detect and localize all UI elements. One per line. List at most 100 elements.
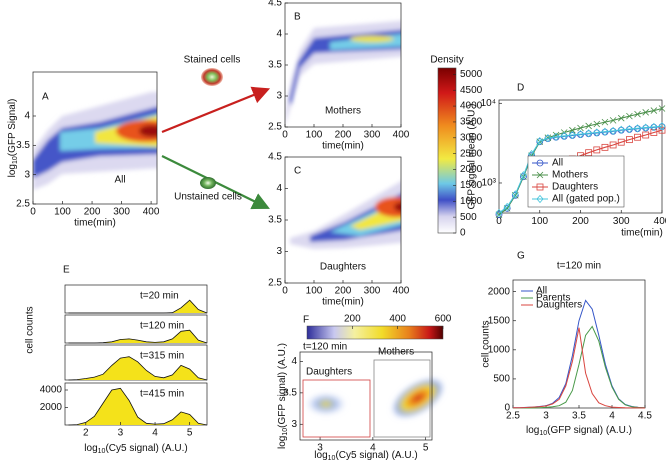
gate-mothers xyxy=(373,359,431,438)
marker xyxy=(495,208,503,218)
marker xyxy=(536,183,544,191)
colorbar-tick-label: 200 xyxy=(344,314,361,325)
x-tick-label: 100 xyxy=(54,207,71,218)
marker xyxy=(593,120,601,128)
marker xyxy=(634,133,641,141)
panel-label: F xyxy=(303,315,309,326)
x-tick-label: 200 xyxy=(335,286,352,297)
y-tick-label: 2000 xyxy=(40,402,63,413)
x-tick-label: 4 xyxy=(152,428,158,439)
marker xyxy=(585,129,593,138)
x-tick-label: 400 xyxy=(393,286,410,297)
y-tick-label: 3 xyxy=(24,169,30,180)
gate-daughters xyxy=(302,379,371,438)
y-tick-label: 4.5 xyxy=(268,152,282,163)
marker xyxy=(658,105,666,112)
arrow-stained xyxy=(161,86,271,134)
marker xyxy=(601,143,609,151)
x-tick-label: 200 xyxy=(335,130,352,141)
y-tick-label: 2.5 xyxy=(268,278,282,289)
annotation: Stained cells xyxy=(184,55,241,66)
y-axis-label-part: log xyxy=(277,436,288,449)
marker xyxy=(617,125,625,134)
x-tick-label: 0 xyxy=(30,207,36,218)
legend-label: All (gated pop.) xyxy=(552,194,620,205)
colorbar-tick-label: 4000 xyxy=(460,101,483,112)
marker xyxy=(617,114,625,122)
marker xyxy=(626,136,633,144)
annotation: Mothers xyxy=(325,106,361,117)
colorbar xyxy=(437,67,457,234)
marker xyxy=(601,127,609,136)
y-tick-label: 1500 xyxy=(488,315,511,326)
heatmap-b xyxy=(285,20,401,126)
panel-label: A xyxy=(42,92,49,103)
colorbar-tick-label: 3500 xyxy=(460,117,483,128)
x-axis-label-part: (Cy5 signal) (A.U.) xyxy=(105,443,187,454)
x-tick-label: 100 xyxy=(306,130,323,141)
x-tick-label: 300 xyxy=(613,216,630,227)
cell-icon-stained xyxy=(201,68,223,86)
y-axis-label-part: 10 xyxy=(282,428,289,436)
y-tick-label: 4 xyxy=(24,111,30,122)
y-tick-label: 4 xyxy=(276,183,282,194)
x-tick-label: 200 xyxy=(572,216,589,227)
y-axis-label-part: (GFP Signal) xyxy=(7,99,18,157)
x-tick-label: 300 xyxy=(113,207,130,218)
x-tick-label: 4 xyxy=(370,442,376,453)
marker xyxy=(503,202,511,212)
x-tick-label: 2 xyxy=(83,428,89,439)
y-axis-label: cell counts xyxy=(25,306,36,353)
marker xyxy=(626,112,633,120)
marker xyxy=(650,129,658,136)
heatmap-c xyxy=(290,181,401,249)
panel-label: D xyxy=(517,83,524,94)
panel-title: t=415 min xyxy=(140,389,184,400)
x-tick-label: 2.5 xyxy=(506,410,520,421)
x-axis-label-part: log xyxy=(314,450,327,460)
y-tick-label: 3.5 xyxy=(283,387,297,398)
x-tick-label: 3 xyxy=(118,428,124,439)
colorbar-tick-label: 1500 xyxy=(460,180,483,191)
x-axis-label: time(min) xyxy=(322,297,364,308)
panel-label: C xyxy=(294,166,301,177)
y-tick-label: 2.5 xyxy=(268,122,282,133)
y-tick-label: 500 xyxy=(493,374,510,385)
x-tick-label: 4 xyxy=(609,410,615,421)
legend-label: Parents xyxy=(536,293,570,304)
colorbar-tick-label: 4500 xyxy=(460,85,483,96)
marker xyxy=(650,107,658,114)
panel-label: E xyxy=(63,265,70,276)
x-tick-label: 400 xyxy=(654,216,666,227)
area-outline xyxy=(68,299,208,314)
marker xyxy=(658,122,666,131)
marker xyxy=(642,109,649,116)
cell-icon-unstained xyxy=(200,177,216,189)
marker xyxy=(634,110,641,118)
y-tick-label: 0 xyxy=(504,403,510,414)
y-axis-label: log10(GFP signal) (A.U.) xyxy=(277,343,290,449)
marker xyxy=(536,137,544,146)
legend-label: All xyxy=(552,158,563,169)
legend-label: Mothers xyxy=(552,170,588,181)
annotation: Daughters xyxy=(320,262,366,273)
marker xyxy=(503,204,511,212)
y-tick-label: 10⁴ xyxy=(481,98,496,109)
x-tick-label: 0 xyxy=(282,130,288,141)
x-tick-label: 3.5 xyxy=(572,410,586,421)
plot-frame xyxy=(32,71,158,205)
marker xyxy=(585,122,592,130)
marker xyxy=(585,149,593,157)
area-fill xyxy=(68,388,207,425)
x-tick-label: 400 xyxy=(393,130,410,141)
marker xyxy=(544,134,552,143)
x-tick-label: 200 xyxy=(84,207,101,218)
gate-label: Daughters xyxy=(306,367,352,378)
x-tick-label: 0 xyxy=(282,286,288,297)
series-line xyxy=(513,325,646,409)
colorbar-tick-label: 400 xyxy=(389,314,406,325)
area-outline xyxy=(68,329,208,344)
panel-label: G xyxy=(517,251,525,262)
chart-title: t=120 min xyxy=(303,342,347,353)
y-tick-label: 3 xyxy=(276,246,282,257)
